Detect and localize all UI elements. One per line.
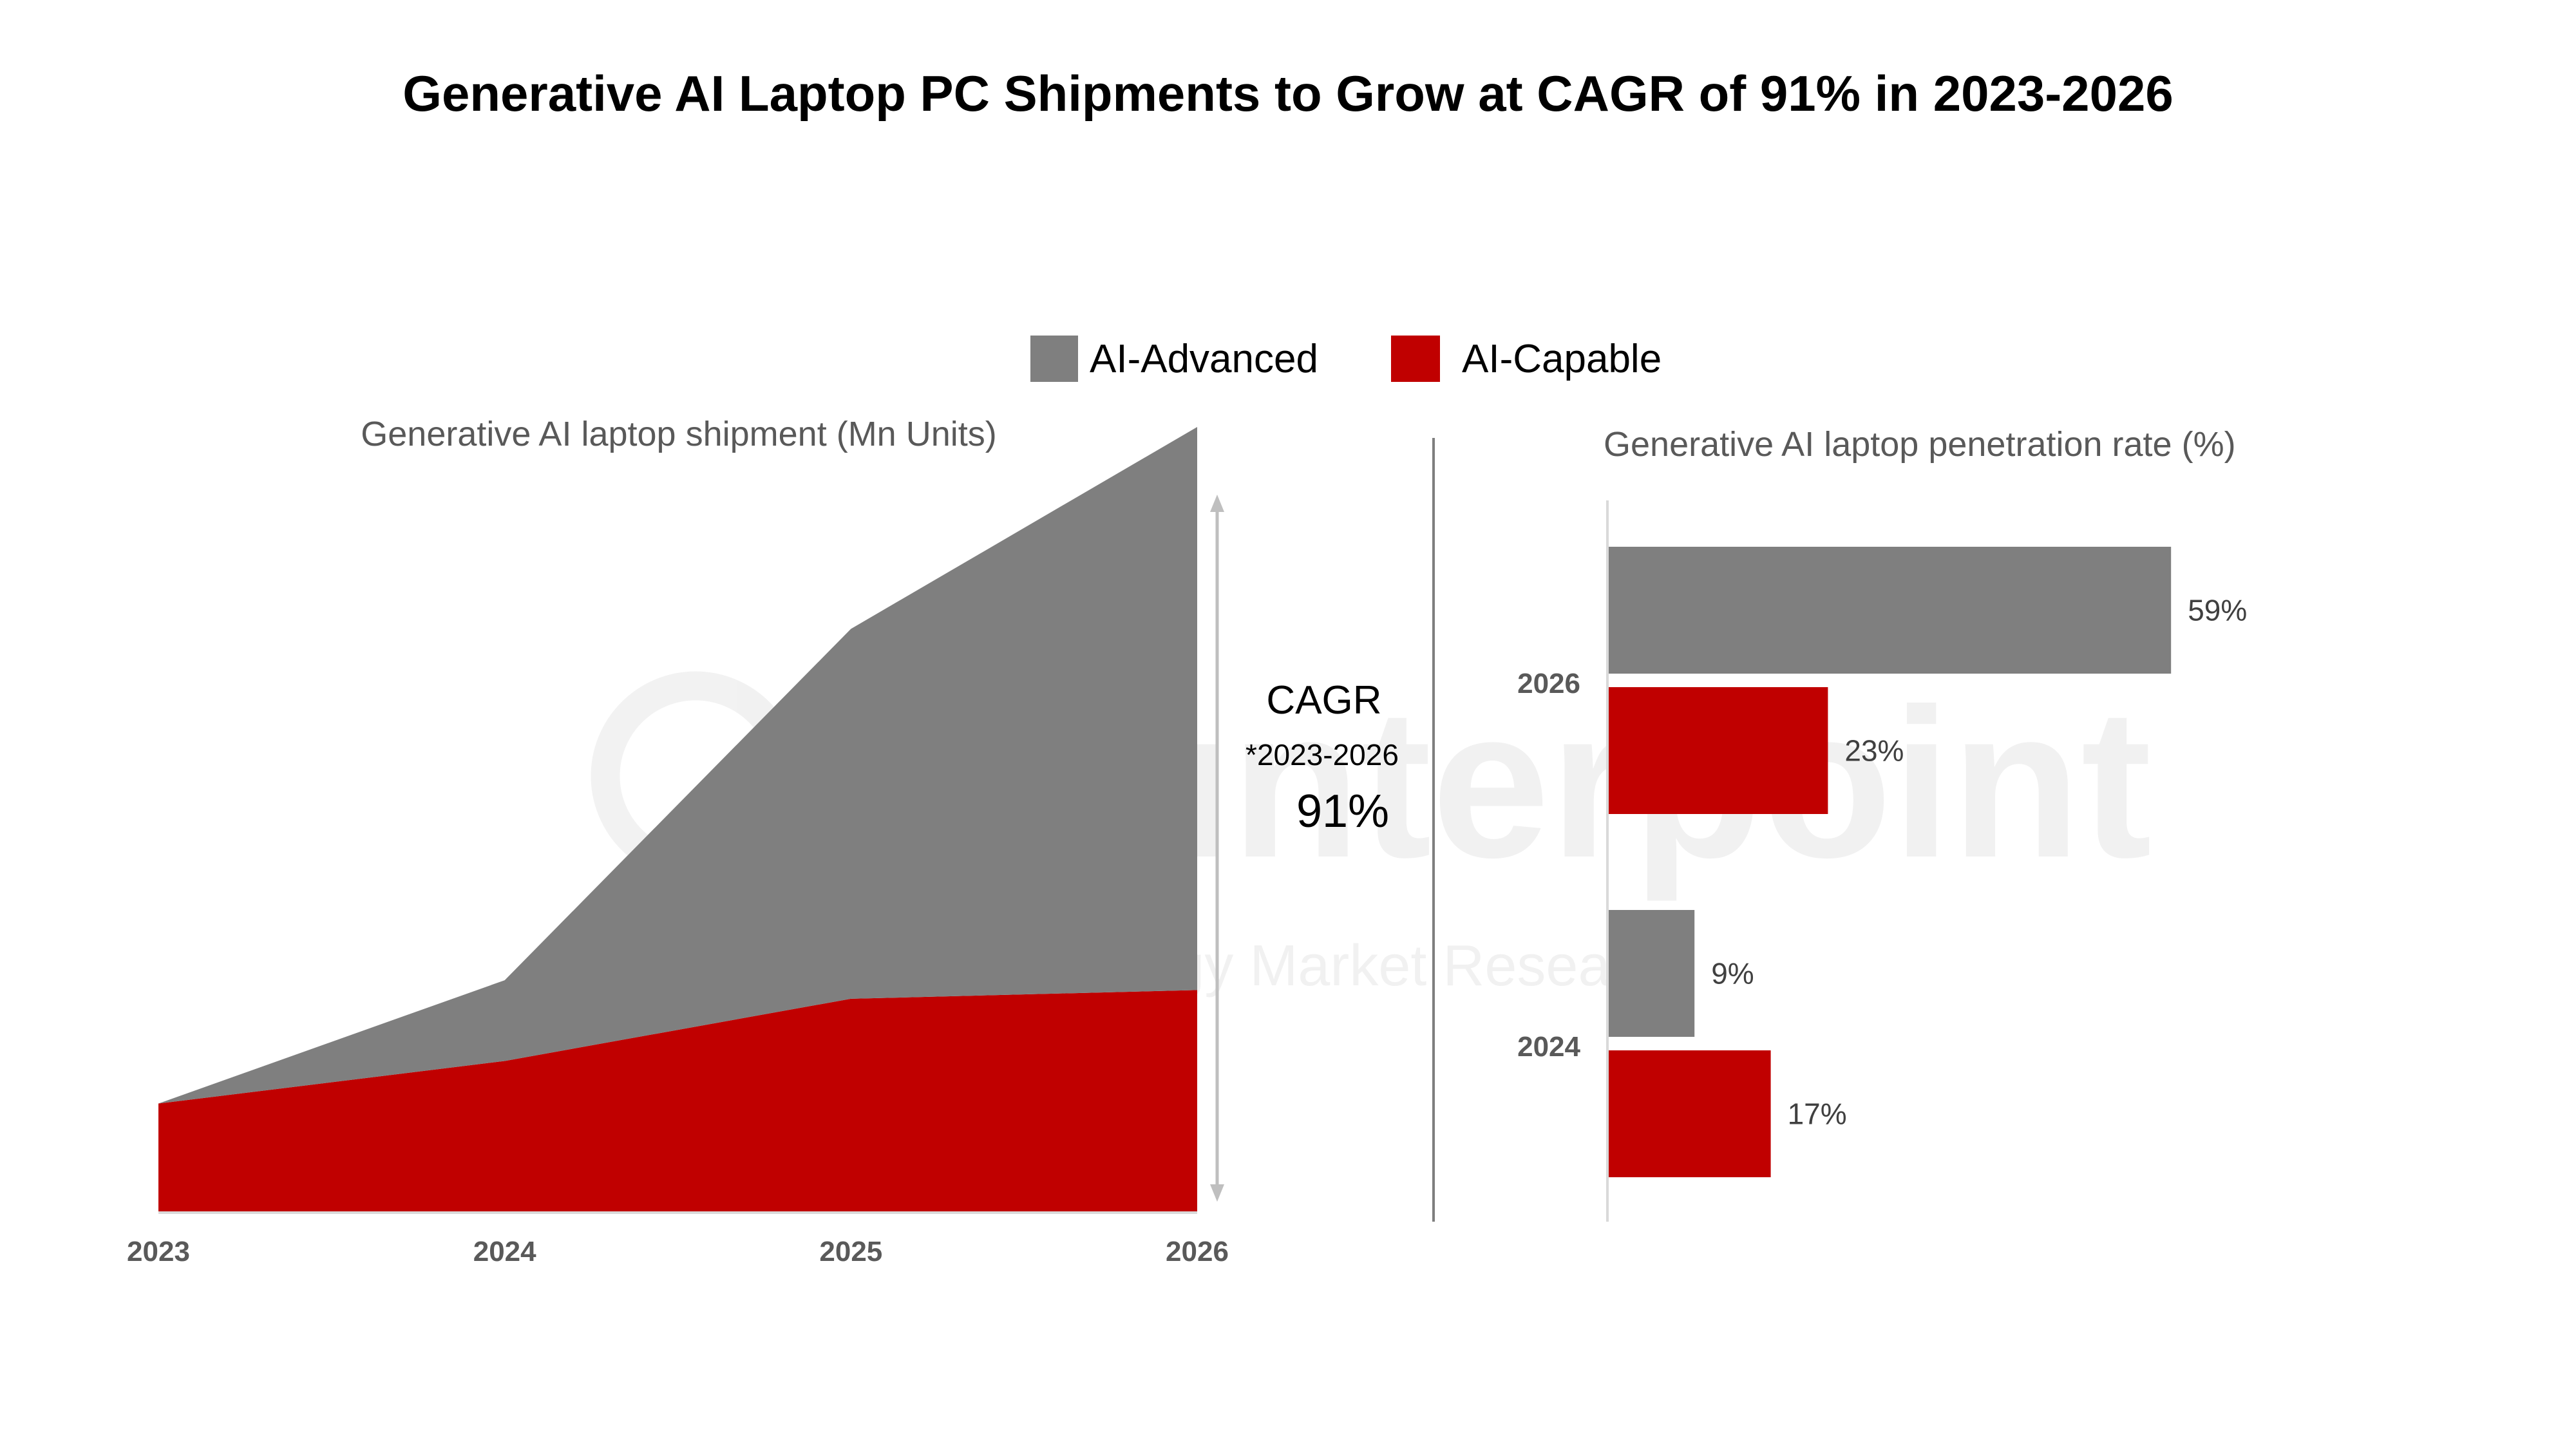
y-tick-label: 2026 (1517, 668, 1580, 699)
area-series-ai-capable (158, 990, 1197, 1213)
legend: AI-Advanced AI-Capable (1030, 336, 1662, 382)
cagr-value: 91% (1296, 786, 1389, 837)
bar-ai-capable-2026 (1609, 687, 1828, 814)
cagr-period: *2023-2026 (1245, 738, 1399, 772)
bar-chart-title: Generative AI laptop penetration rate (%… (1604, 425, 2236, 464)
legend-label-ai-capable: AI-Capable (1462, 337, 1662, 381)
bar-ai-capable-2024 (1609, 1050, 1771, 1177)
area-x-axis-labels: 2023 2024 2025 2026 (127, 1236, 1229, 1267)
legend-label-ai-advanced: AI-Advanced (1090, 337, 1318, 381)
area-series-ai-advanced (158, 427, 1197, 1104)
area-chart-title: Generative AI laptop shipment (Mn Units) (361, 415, 996, 453)
cagr-label: CAGR (1266, 678, 1381, 723)
chart-title: Generative AI Laptop PC Shipments to Gro… (402, 65, 2173, 122)
area-chart (158, 427, 1197, 1213)
y-tick-label: 2024 (1517, 1031, 1580, 1063)
bar-ai-advanced-2024 (1609, 910, 1695, 1037)
bar-ai-advanced-2026 (1609, 547, 2172, 674)
bar-group-2026: 59% 23% 2026 (1517, 547, 2247, 814)
legend-swatch-ai-capable (1391, 336, 1440, 382)
x-tick-label: 2025 (819, 1236, 882, 1267)
legend-swatch-ai-advanced (1030, 336, 1078, 382)
x-tick-label: 2023 (127, 1236, 190, 1267)
x-tick-label: 2026 (1166, 1236, 1229, 1267)
bar-data-label: 23% (1844, 734, 1904, 768)
bar-chart: 59% 23% 2026 9% 17% 2024 (1517, 547, 2247, 1177)
bar-data-label: 9% (1711, 957, 1754, 990)
x-tick-label: 2024 (473, 1236, 536, 1267)
bar-data-label: 17% (1788, 1097, 1847, 1131)
bar-group-2024: 9% 17% 2024 (1517, 910, 1847, 1177)
bar-data-label: 59% (2188, 594, 2247, 627)
cagr-arrow (1210, 495, 1224, 1202)
